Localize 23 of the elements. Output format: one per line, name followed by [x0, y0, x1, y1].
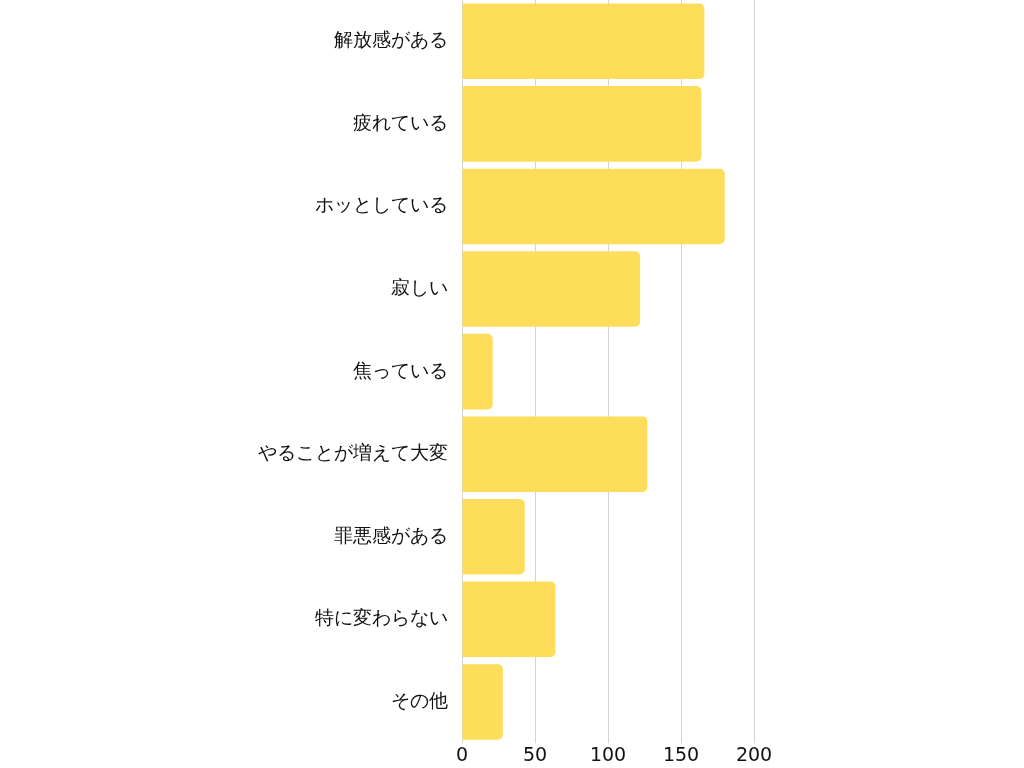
y-tick-label: ホッとしている	[315, 193, 448, 216]
y-tick-label: その他	[391, 688, 448, 711]
x-tick-label: 150	[662, 742, 700, 765]
bar	[462, 581, 556, 658]
bar	[462, 333, 493, 410]
bar	[462, 664, 503, 740]
y-tick-label: やることが増えて大変	[258, 441, 448, 464]
bar	[462, 498, 525, 575]
bar	[462, 168, 725, 245]
y-tick-label: 寂しい	[391, 275, 448, 298]
x-tick-label: 200	[735, 742, 773, 765]
bar	[462, 86, 702, 162]
x-tick-label: 0	[455, 742, 469, 765]
y-tick-label: 解放感がある	[334, 28, 448, 51]
bar	[462, 3, 705, 80]
bar	[462, 416, 648, 492]
y-tick-label: 罪悪感がある	[334, 523, 448, 546]
y-tick-label: 特に変わらない	[315, 606, 448, 629]
y-tick-label: 焦っている	[353, 358, 448, 381]
x-tick-label: 100	[589, 742, 627, 765]
x-tick-label: 50	[522, 742, 548, 765]
y-tick-label: 疲れている	[353, 110, 448, 133]
bar	[462, 251, 641, 327]
